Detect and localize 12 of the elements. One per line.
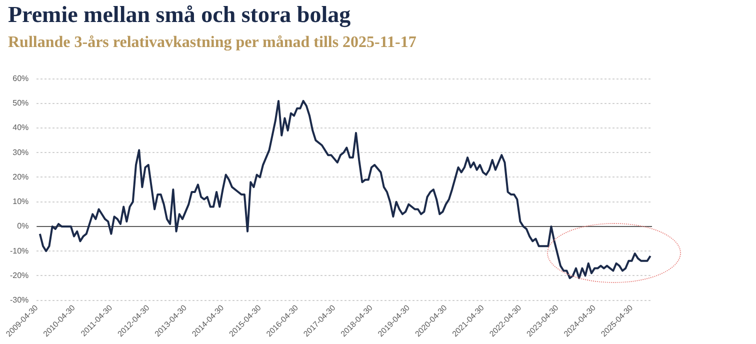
- y-tick-label: 10%: [12, 197, 29, 206]
- y-tick-label: 60%: [12, 74, 29, 84]
- chart-title: Premie mellan små och stora bolag: [8, 2, 351, 28]
- y-tick-label: -10%: [10, 246, 29, 256]
- y-tick-label: -20%: [10, 270, 29, 280]
- y-tick-label: -30%: [10, 295, 29, 304]
- y-tick-label: 50%: [12, 98, 29, 108]
- y-tick-label: 0%: [17, 222, 29, 231]
- chart-subtitle: Rullande 3-års relativavkastning per månad tills 2025-11-17: [8, 34, 416, 52]
- y-tick-label: 40%: [12, 123, 29, 132]
- y-tick-label: 30%: [12, 148, 29, 157]
- y-tick-label: 20%: [12, 172, 29, 182]
